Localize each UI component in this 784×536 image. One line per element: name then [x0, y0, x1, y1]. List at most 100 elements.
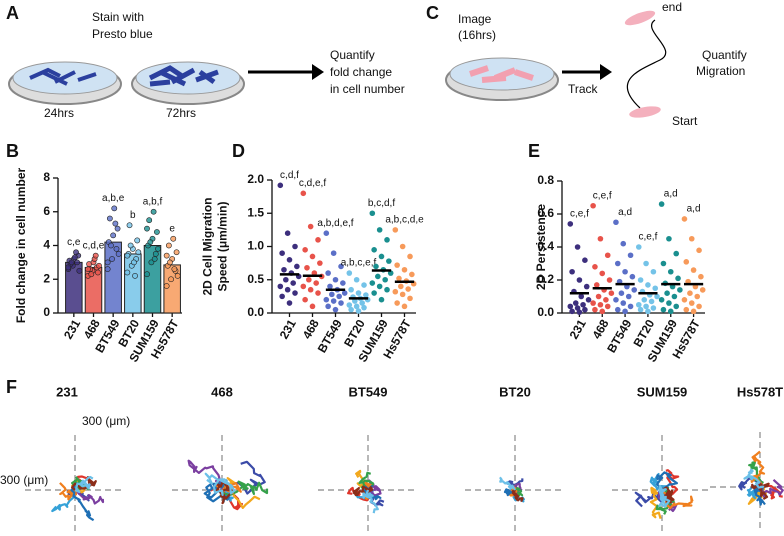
- data-point: [386, 258, 392, 264]
- data-point: [614, 260, 621, 267]
- data-point: [618, 290, 625, 297]
- step-text: Stain with: [92, 10, 144, 24]
- y-tick-label: 0.4: [537, 239, 554, 253]
- track: [74, 475, 94, 494]
- track: [661, 469, 680, 496]
- data-point: [690, 267, 697, 273]
- track: [221, 480, 269, 496]
- track: [750, 450, 766, 488]
- y-tick-label: 2.0: [247, 172, 264, 186]
- data-point: [307, 223, 314, 230]
- data-point: [302, 296, 308, 303]
- data-point: [65, 264, 72, 271]
- data-point: [115, 251, 122, 257]
- track-title: SUM159: [637, 384, 688, 399]
- data-point: [394, 262, 400, 268]
- panel-label: C: [426, 3, 439, 23]
- data-point: [694, 293, 701, 300]
- data-point: [277, 283, 284, 290]
- x-tick-label: 231: [61, 317, 83, 342]
- data-point: [578, 293, 585, 300]
- x-tick-label: 468: [300, 317, 322, 342]
- data-point: [361, 282, 367, 288]
- track: [658, 484, 671, 508]
- data-point: [106, 215, 113, 222]
- data-point: [277, 182, 284, 189]
- y-tick-label: 0.0: [537, 305, 554, 319]
- track: [649, 486, 667, 520]
- data-point: [675, 275, 681, 282]
- y-axis-label: 2D Persistence: [534, 204, 548, 290]
- significance: a,b,c,e,f: [341, 258, 377, 269]
- x-tick-label: 231: [567, 317, 589, 342]
- data-point: [604, 303, 611, 310]
- data-point: [660, 260, 667, 267]
- y-axis-label: Speed (μm/min): [216, 201, 230, 291]
- data-point: [652, 285, 659, 292]
- data-point: [620, 300, 627, 306]
- data-point: [599, 270, 606, 277]
- cells: [29, 67, 97, 86]
- cells: [148, 65, 219, 87]
- scale-label: 300 (μm): [0, 473, 48, 487]
- data-point: [108, 242, 114, 249]
- data-point: [304, 264, 310, 271]
- data-point: [113, 245, 120, 252]
- data-point: [152, 251, 159, 257]
- data-point: [604, 252, 611, 259]
- data-point: [327, 283, 333, 290]
- track: [743, 468, 765, 489]
- data-point: [92, 252, 99, 259]
- data-point: [603, 297, 609, 303]
- data-point: [315, 290, 321, 296]
- data-point: [645, 308, 651, 315]
- result-text: in cell number: [330, 82, 405, 96]
- data-point: [281, 266, 287, 273]
- data-point: [606, 277, 613, 283]
- data-point: [95, 269, 101, 276]
- step-text: Image: [458, 12, 492, 26]
- data-point: [371, 247, 377, 253]
- data-point: [330, 250, 337, 256]
- data-point: [687, 290, 693, 297]
- data-point: [132, 272, 138, 279]
- data-point: [302, 247, 308, 253]
- data-point: [338, 300, 344, 306]
- data-point: [407, 295, 413, 302]
- data-point: [696, 247, 702, 254]
- data-point: [666, 235, 672, 242]
- track: [203, 479, 230, 503]
- data-point: [392, 227, 399, 233]
- y-tick-label: 0.2: [537, 272, 554, 286]
- significance: a,d: [664, 189, 678, 200]
- diagram-a: Stain with Presto blue 24hrs 72hrs Quant…: [8, 10, 405, 120]
- data-point: [627, 252, 634, 259]
- data-point: [635, 301, 642, 308]
- data-point: [597, 301, 604, 308]
- data-point: [300, 283, 307, 290]
- data-point: [688, 300, 695, 306]
- time-label: 24hrs: [44, 106, 74, 120]
- data-point: [348, 306, 354, 313]
- data-point: [592, 264, 598, 270]
- data-point: [376, 283, 383, 290]
- data-point: [174, 272, 181, 279]
- start-label: Start: [672, 114, 698, 128]
- panel-label: D: [232, 141, 245, 161]
- data-point: [648, 298, 655, 305]
- data-point: [151, 256, 158, 262]
- data-point: [407, 253, 413, 260]
- data-point: [124, 269, 131, 276]
- data-point: [590, 202, 596, 209]
- y-tick-label: 0.5: [247, 272, 264, 286]
- data-point: [664, 290, 670, 297]
- cell: [629, 106, 661, 118]
- y-axis-label: Fold change in cell number: [14, 167, 28, 323]
- arrow-text: Track: [568, 82, 599, 96]
- data-point: [109, 256, 115, 262]
- track: [499, 476, 516, 491]
- data-point: [699, 287, 706, 293]
- data-point: [363, 292, 369, 298]
- x-tick-label: BT549: [315, 317, 345, 355]
